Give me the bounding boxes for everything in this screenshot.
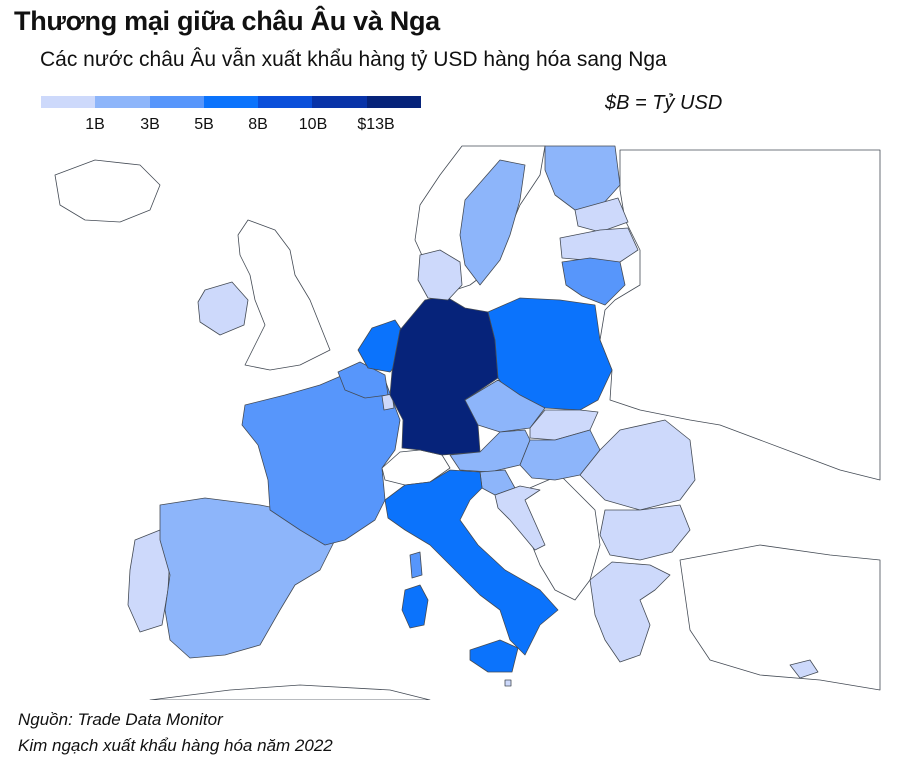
unit-note: $B = Tỷ USD <box>605 92 723 114</box>
data-note: Kim ngạch xuất khẩu hàng hóa năm 2022 <box>18 736 333 755</box>
croatia <box>494 485 546 551</box>
latvia <box>559 227 639 263</box>
legend-swatch <box>95 96 150 108</box>
cyprus <box>789 659 819 679</box>
germany <box>389 295 499 456</box>
legend-swatch <box>149 96 204 108</box>
legend-tick: $13B <box>357 116 395 133</box>
map-subtitle: Các nước châu Âu vẫn xuất khẩu hàng tỷ U… <box>40 48 667 71</box>
legend-swatch <box>312 96 367 108</box>
legend-tick: 3B <box>140 116 160 133</box>
estonia <box>574 197 629 233</box>
denmark <box>417 249 463 301</box>
map-title: Thương mại giữa châu Âu và Nga <box>14 6 440 36</box>
iceland <box>54 159 161 223</box>
legend-tick: 8B <box>248 116 268 133</box>
russia-belarus-ukraine <box>599 149 881 481</box>
ireland <box>197 281 249 336</box>
color-legend: 1B 3B 5B 8B 10B $13B <box>41 96 422 136</box>
legend-tick: 5B <box>194 116 214 133</box>
poland <box>487 297 613 411</box>
europe-map <box>54 145 881 700</box>
sweden <box>459 159 526 286</box>
source-note: Nguồn: Trade Data Monitor <box>18 710 223 729</box>
legend-swatch <box>258 96 313 108</box>
turkey <box>679 544 881 691</box>
lithuania <box>561 257 626 306</box>
sardinia <box>401 584 429 629</box>
bulgaria <box>599 504 691 561</box>
legend-tick: 10B <box>298 116 328 133</box>
italy <box>384 469 559 656</box>
greece <box>589 561 671 663</box>
legend-swatch <box>203 96 259 108</box>
malta <box>504 679 512 687</box>
legend-swatches <box>41 96 422 108</box>
legend-swatch <box>366 96 422 108</box>
luxembourg <box>381 393 395 411</box>
united-kingdom <box>237 219 331 371</box>
switzerland <box>381 449 451 486</box>
corsica <box>409 551 423 579</box>
legend-swatch <box>41 96 96 108</box>
north-africa <box>149 684 431 700</box>
legend-tick: 1B <box>85 116 105 133</box>
czechia <box>464 379 546 433</box>
sicily <box>469 639 519 673</box>
romania <box>579 419 696 511</box>
